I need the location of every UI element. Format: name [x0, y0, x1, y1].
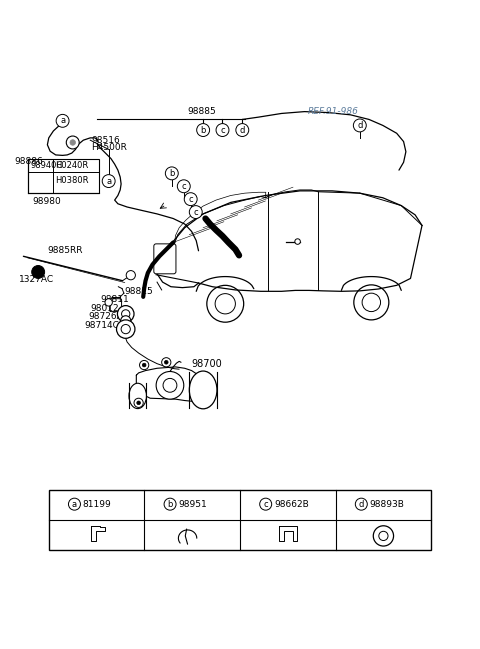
Circle shape — [260, 498, 272, 510]
Text: H0240R: H0240R — [55, 162, 88, 171]
Text: b: b — [168, 500, 173, 509]
Ellipse shape — [189, 371, 217, 409]
Text: d: d — [240, 125, 245, 134]
Circle shape — [121, 324, 131, 334]
Text: b: b — [201, 125, 206, 134]
Text: a: a — [60, 116, 65, 125]
FancyBboxPatch shape — [154, 244, 176, 274]
Circle shape — [134, 398, 143, 408]
Circle shape — [379, 532, 388, 541]
Circle shape — [70, 140, 75, 145]
Text: c: c — [220, 125, 225, 134]
Circle shape — [163, 378, 177, 392]
Circle shape — [137, 401, 141, 405]
Circle shape — [140, 360, 149, 370]
Text: 1327AC: 1327AC — [19, 275, 54, 284]
Circle shape — [236, 123, 249, 136]
Circle shape — [165, 360, 168, 364]
Text: 81199: 81199 — [83, 500, 111, 509]
Circle shape — [118, 306, 134, 322]
Text: a: a — [72, 500, 77, 509]
Circle shape — [66, 136, 79, 149]
Circle shape — [32, 265, 45, 278]
Text: 98700: 98700 — [192, 359, 222, 369]
Circle shape — [164, 498, 176, 510]
Text: 98662B: 98662B — [274, 500, 309, 509]
Circle shape — [177, 180, 190, 193]
Text: 98714C: 98714C — [84, 321, 119, 330]
Circle shape — [165, 167, 178, 180]
Circle shape — [216, 123, 229, 136]
Text: 98940C: 98940C — [30, 162, 62, 171]
Text: a: a — [106, 177, 111, 186]
Text: 98811: 98811 — [101, 295, 130, 304]
Text: b: b — [169, 169, 175, 178]
Circle shape — [117, 320, 135, 338]
Text: 98726A: 98726A — [89, 312, 124, 321]
Circle shape — [295, 239, 300, 244]
Text: REF.91-986: REF.91-986 — [308, 106, 359, 116]
Text: 98815: 98815 — [124, 287, 153, 296]
Circle shape — [105, 299, 112, 306]
Text: 98980: 98980 — [33, 197, 61, 206]
Circle shape — [355, 498, 367, 510]
Circle shape — [56, 114, 69, 127]
Text: 98886: 98886 — [14, 157, 43, 166]
Text: 98951: 98951 — [179, 500, 207, 509]
Text: c: c — [181, 182, 186, 191]
Text: 98893B: 98893B — [370, 500, 405, 509]
Text: c: c — [193, 208, 198, 217]
Circle shape — [184, 193, 197, 206]
Circle shape — [197, 123, 210, 136]
Text: c: c — [188, 195, 193, 204]
Circle shape — [373, 526, 394, 546]
Text: 98885: 98885 — [187, 106, 216, 116]
FancyBboxPatch shape — [28, 158, 99, 193]
Ellipse shape — [129, 384, 146, 409]
Circle shape — [162, 358, 171, 367]
Text: d: d — [357, 121, 362, 130]
Text: H0380R: H0380R — [55, 175, 89, 184]
Circle shape — [69, 498, 81, 510]
Circle shape — [102, 175, 115, 188]
Text: 98012: 98012 — [90, 304, 119, 313]
Text: 9885RR: 9885RR — [48, 246, 84, 255]
Text: d: d — [359, 500, 364, 509]
Text: H4500R: H4500R — [91, 143, 127, 152]
Circle shape — [126, 271, 135, 280]
Text: 98516: 98516 — [91, 136, 120, 145]
Circle shape — [121, 310, 130, 318]
FancyBboxPatch shape — [49, 491, 431, 550]
Circle shape — [353, 119, 366, 132]
Text: c: c — [264, 500, 268, 509]
Circle shape — [156, 371, 184, 399]
FancyBboxPatch shape — [109, 299, 121, 312]
Circle shape — [142, 363, 146, 367]
Circle shape — [189, 206, 202, 219]
Circle shape — [120, 316, 131, 326]
